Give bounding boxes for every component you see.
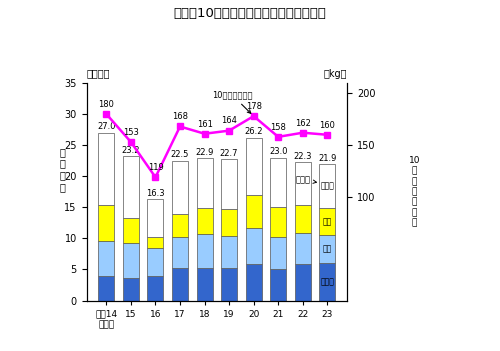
Bar [295,265,310,300]
Text: 153: 153 [123,128,139,137]
Bar [246,138,262,195]
Bar [172,237,188,267]
Text: その他: その他 [320,182,334,191]
Bar [221,268,237,300]
Bar [148,276,164,300]
Text: 21.9: 21.9 [318,154,336,163]
Bar [148,199,164,237]
Text: 22.9: 22.9 [196,148,214,157]
Text: 22.7: 22.7 [220,149,238,158]
Text: 10ａ当たり収量: 10ａ当たり収量 [212,91,252,113]
Bar [196,234,212,268]
Text: 北海道: 北海道 [320,277,334,286]
Bar [270,207,286,237]
Bar [320,208,336,235]
Bar [123,218,139,243]
Bar [295,233,310,265]
Y-axis label: 10
ａ
当
た
り
収
量: 10 ａ 当 た り 収 量 [408,156,420,227]
Bar [221,236,237,268]
Bar [98,205,114,241]
Bar [98,276,114,300]
Bar [270,237,286,270]
Bar [123,243,139,278]
Bar [320,235,336,263]
Y-axis label: 収
穫
量
（: 収 穫 量 （ [60,147,66,192]
Text: 119: 119 [148,163,164,172]
Text: 東北: 東北 [322,245,332,254]
Bar [172,213,188,237]
Text: 九州: 九州 [322,217,332,226]
Text: 178: 178 [246,102,262,111]
Text: 160: 160 [320,121,336,130]
Bar [246,229,262,265]
Text: 22.5: 22.5 [171,151,189,159]
Text: 23.0: 23.0 [269,147,287,156]
Bar [295,205,310,233]
Text: 164: 164 [221,117,237,125]
Bar [123,278,139,300]
Text: 収穫量: 収穫量 [295,176,316,184]
Bar [196,208,212,234]
Text: 16.3: 16.3 [146,189,165,198]
Text: 27.0: 27.0 [97,122,116,132]
Bar [98,241,114,276]
Bar [246,195,262,229]
Text: 162: 162 [295,119,310,127]
Bar [295,162,310,205]
Text: 22.3: 22.3 [294,152,312,161]
Text: 180: 180 [98,100,114,109]
Text: （kg）: （kg） [324,69,347,79]
Text: 大豆の10ａ当たり収量及び収穫量の推移: 大豆の10ａ当たり収量及び収穫量の推移 [174,7,326,20]
Text: 26.2: 26.2 [244,127,263,137]
Bar [270,270,286,300]
Text: 23.2: 23.2 [122,146,140,155]
Text: （万ｔ）: （万ｔ） [86,69,110,79]
Bar [221,209,237,236]
Bar [246,265,262,300]
Bar [172,267,188,300]
Bar [196,158,212,208]
Bar [172,161,188,213]
Bar [196,268,212,300]
Bar [320,164,336,208]
Bar [123,156,139,218]
Text: 158: 158 [270,122,286,132]
Text: 168: 168 [172,112,188,121]
Text: 161: 161 [196,120,212,128]
Bar [270,158,286,207]
Bar [320,263,336,300]
Bar [148,237,164,248]
Bar [98,133,114,205]
Bar [148,248,164,276]
Bar [221,159,237,209]
